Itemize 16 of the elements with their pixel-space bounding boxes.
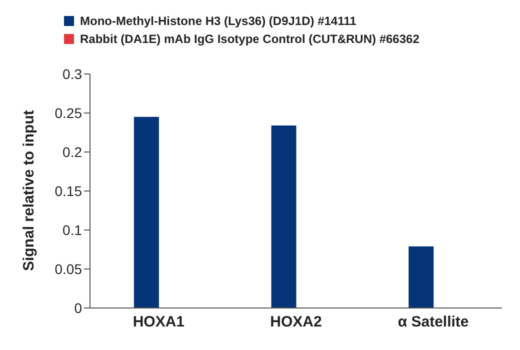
y-tick-label: 0.25 (54, 104, 82, 121)
y-axis-title: Signal relative to input (20, 110, 38, 271)
y-tick-label: 0.15 (54, 182, 82, 199)
legend-label: Rabbit (DA1E) mAb IgG Isotype Control (CUT&RUN) #66362 (80, 32, 420, 46)
x-tick-label: HOXA1 (132, 314, 185, 331)
bar (271, 125, 296, 308)
y-tick-label: 0.3 (62, 66, 82, 82)
legend-label: Mono-Methyl-Histone H3 (Lys36) (D9J1D) #14111 (80, 14, 356, 28)
y-tick-label: 0.2 (62, 144, 82, 160)
y-tick-label: 0.1 (62, 222, 82, 238)
x-tick-label: HOXA2 (270, 314, 322, 331)
y-tick-label: 0.05 (54, 260, 82, 277)
y-tick-label: 0 (74, 300, 82, 316)
bar (134, 116, 159, 308)
x-tick-label: α Satellite (398, 314, 469, 331)
bar (408, 246, 434, 308)
